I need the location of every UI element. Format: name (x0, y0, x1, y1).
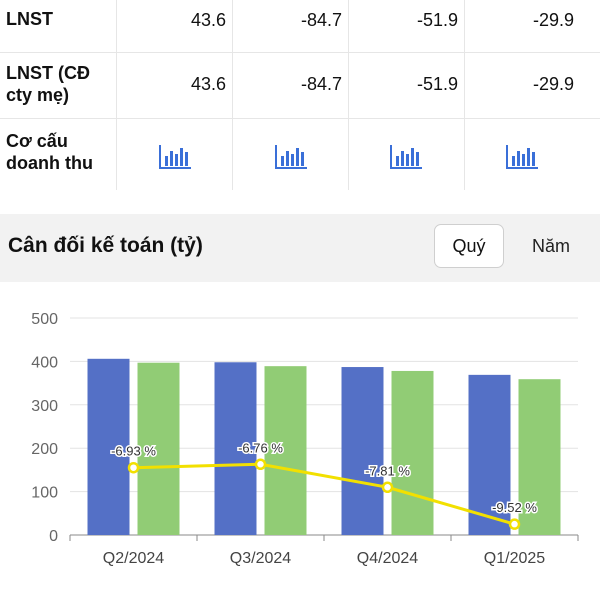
row-label: LNST (6, 9, 53, 29)
line-data-label: -6.93 % (111, 444, 156, 459)
row-label-line: LNST (CĐ (6, 63, 90, 83)
balance-sheet-chart: 0 100 200 300 400 500 Q2/2024 Q3/2024 Q4/2024 Q1/… (31, 311, 579, 567)
bar-series-2[interactable] (391, 370, 434, 535)
row-label: LNST (CĐ cty mẹ) (6, 62, 114, 106)
row-label: Cơ cấu doanh thu (6, 130, 114, 174)
bar-series-1[interactable] (214, 362, 257, 535)
line-data-label: -7.81 % (365, 463, 410, 478)
bar-chart-glyph (390, 145, 422, 169)
row-label-line: doanh thu (6, 153, 93, 173)
bar-chart-icon[interactable] (389, 144, 423, 170)
x-tick-label: Q4/2024 (357, 550, 418, 567)
x-tick-label: Q1/2025 (484, 550, 545, 567)
column-separator (464, 0, 465, 190)
column-separator (348, 0, 349, 190)
cell-value: -29.9 (532, 74, 574, 94)
bar-chart-glyph (506, 145, 538, 169)
y-tick-label: 300 (31, 398, 58, 415)
cell-value: -84.7 (300, 10, 342, 30)
x-tick-label: Q3/2024 (230, 550, 291, 567)
bar-chart-glyph (159, 145, 191, 169)
line-point[interactable] (508, 518, 521, 530)
line-point[interactable] (254, 458, 267, 471)
bar-chart-icon[interactable] (505, 144, 539, 170)
y-tick-label: 500 (31, 311, 58, 328)
row-label-line: cty mẹ) (6, 85, 70, 105)
y-tick-label: 200 (31, 441, 58, 458)
bar-series-1[interactable] (468, 374, 511, 535)
cell-value: 43.6 (190, 74, 226, 94)
cell-value: -51.9 (416, 74, 458, 94)
line-data-label: -9.52 % (492, 500, 537, 515)
cell-value: -84.7 (300, 74, 342, 94)
cell-value: 43.6 (190, 10, 226, 30)
y-tick-label: 400 (31, 354, 58, 371)
line-series (133, 462, 515, 526)
table-row-lnst: LNST 43.6 -84.7 -51.9 -29.9 (0, 0, 600, 53)
line-data-label: -6.76 % (238, 440, 283, 455)
x-tick-label: Q2/2024 (103, 550, 164, 567)
bar-series-1[interactable] (87, 358, 130, 535)
line-point[interactable] (127, 461, 140, 474)
bar-series-2[interactable] (518, 379, 561, 535)
balance-sheet-header: Cân đối kế toán (tỷ) Quý Năm (0, 214, 600, 282)
bar-chart-icon[interactable] (158, 144, 192, 170)
financial-table: LNST 43.6 -84.7 -51.9 -29.9 LNST (CĐ cty… (0, 0, 600, 190)
row-label-line: Cơ cấu (6, 131, 68, 151)
column-separator (232, 0, 233, 190)
bar-chart-glyph (275, 145, 307, 169)
line-point[interactable] (381, 481, 394, 494)
table-row-revenue-structure: Cơ cấu doanh thu (0, 118, 600, 190)
y-tick-label: 100 (31, 485, 58, 502)
quarter-button[interactable]: Quý (434, 224, 504, 268)
bar-series-2[interactable] (137, 362, 180, 535)
year-button[interactable]: Năm (531, 236, 570, 256)
cell-value: -29.9 (532, 10, 574, 30)
table-row-lnst-parent: LNST (CĐ cty mẹ) 43.6 -84.7 -51.9 -29.9 (0, 52, 600, 119)
column-separator (116, 0, 117, 190)
y-tick-label: 0 (49, 528, 58, 545)
cell-value: -51.9 (416, 10, 458, 30)
bar-series-1[interactable] (341, 367, 384, 535)
bar-chart-icon[interactable] (274, 144, 308, 170)
section-title: Cân đối kế toán (tỷ) (8, 234, 203, 257)
bar-series-2[interactable] (264, 366, 307, 535)
